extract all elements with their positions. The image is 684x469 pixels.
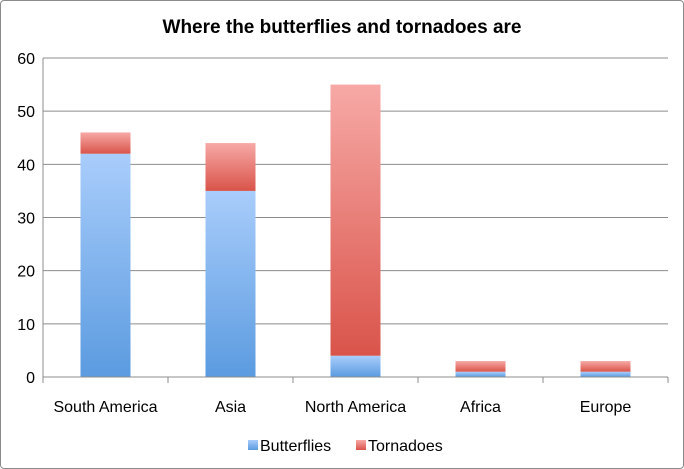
y-tick-label: 30 bbox=[17, 211, 35, 228]
x-tick-label: Africa bbox=[460, 399, 501, 416]
bar-tornadoes-asia bbox=[205, 143, 256, 191]
bar-tornadoes-africa bbox=[455, 361, 506, 372]
bar-butterflies-north-america bbox=[330, 355, 381, 377]
bar-tornadoes-europe bbox=[580, 361, 631, 372]
bar-butterflies-europe bbox=[580, 371, 631, 377]
chart-title: Where the butterflies and tornadoes are bbox=[163, 17, 522, 38]
y-tick-label: 40 bbox=[17, 157, 35, 174]
legend-swatch-tornadoes bbox=[356, 440, 366, 450]
y-tick-label: 10 bbox=[17, 317, 35, 334]
x-tick-label: South America bbox=[53, 399, 157, 416]
bar-tornadoes-north-america bbox=[330, 84, 381, 356]
y-tick-label: 0 bbox=[26, 370, 35, 387]
legend-label-butterflies: Butterflies bbox=[260, 438, 331, 455]
bar-tornadoes-south-america bbox=[80, 132, 131, 154]
legend-swatch-butterflies bbox=[248, 440, 258, 450]
x-tick-label: North America bbox=[305, 399, 406, 416]
y-tick-label: 60 bbox=[17, 51, 35, 68]
legend-label-tornadoes: Tornadoes bbox=[368, 438, 443, 455]
x-tick-label: Asia bbox=[215, 399, 246, 416]
y-tick-label: 20 bbox=[17, 264, 35, 281]
y-tick-label: 50 bbox=[17, 104, 35, 121]
bar-butterflies-africa bbox=[455, 371, 506, 377]
bar-butterflies-asia bbox=[205, 190, 256, 377]
bar-butterflies-south-america bbox=[80, 153, 131, 377]
x-tick-label: Europe bbox=[580, 399, 632, 416]
